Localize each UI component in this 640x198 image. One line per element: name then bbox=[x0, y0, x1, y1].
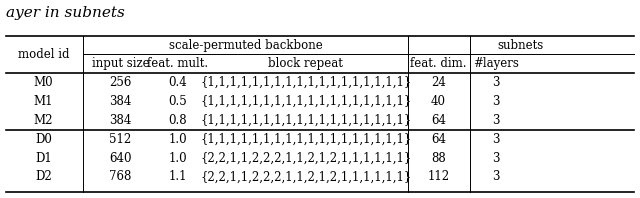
Text: 24: 24 bbox=[431, 76, 446, 89]
Text: 384: 384 bbox=[109, 95, 131, 108]
Text: {1,1,1,1,1,1,1,1,1,1,1,1,1,1,1,1,1,1}: {1,1,1,1,1,1,1,1,1,1,1,1,1,1,1,1,1,1} bbox=[200, 95, 412, 108]
Text: 3: 3 bbox=[492, 76, 500, 89]
Text: {2,2,1,1,2,2,2,1,1,2,1,2,1,1,1,1,1,1}: {2,2,1,1,2,2,2,1,1,2,1,2,1,1,1,1,1,1} bbox=[200, 170, 412, 184]
Text: 3: 3 bbox=[492, 170, 500, 184]
Text: ayer in subnets: ayer in subnets bbox=[6, 6, 125, 20]
Text: D1: D1 bbox=[35, 152, 52, 165]
Text: feat. dim.: feat. dim. bbox=[410, 57, 467, 70]
Text: D0: D0 bbox=[35, 133, 52, 146]
Text: M2: M2 bbox=[34, 114, 53, 127]
Text: 384: 384 bbox=[109, 114, 131, 127]
Text: 64: 64 bbox=[431, 114, 446, 127]
Text: 1.0: 1.0 bbox=[168, 133, 188, 146]
Text: 3: 3 bbox=[492, 152, 500, 165]
Text: 112: 112 bbox=[428, 170, 449, 184]
Text: 64: 64 bbox=[431, 133, 446, 146]
Text: M0: M0 bbox=[34, 76, 53, 89]
Text: {1,1,1,1,1,1,1,1,1,1,1,1,1,1,1,1,1,1}: {1,1,1,1,1,1,1,1,1,1,1,1,1,1,1,1,1,1} bbox=[200, 133, 412, 146]
Text: 3: 3 bbox=[492, 114, 500, 127]
Text: 1.0: 1.0 bbox=[168, 152, 188, 165]
Text: input size: input size bbox=[92, 57, 149, 70]
Text: {1,1,1,1,1,1,1,1,1,1,1,1,1,1,1,1,1,1}: {1,1,1,1,1,1,1,1,1,1,1,1,1,1,1,1,1,1} bbox=[200, 114, 412, 127]
Text: 3: 3 bbox=[492, 133, 500, 146]
Text: 768: 768 bbox=[109, 170, 131, 184]
Text: 1.1: 1.1 bbox=[169, 170, 187, 184]
Text: 640: 640 bbox=[109, 152, 132, 165]
Text: 40: 40 bbox=[431, 95, 446, 108]
Text: 0.4: 0.4 bbox=[168, 76, 188, 89]
Text: 256: 256 bbox=[109, 76, 131, 89]
Text: 3: 3 bbox=[492, 95, 500, 108]
Text: #layers: #layers bbox=[473, 57, 519, 70]
Text: feat. mult.: feat. mult. bbox=[147, 57, 209, 70]
Text: scale-permuted backbone: scale-permuted backbone bbox=[169, 39, 323, 51]
Text: subnets: subnets bbox=[498, 39, 544, 51]
Text: block repeat: block repeat bbox=[269, 57, 343, 70]
Text: {2,2,1,1,2,2,2,1,1,2,1,2,1,1,1,1,1,1}: {2,2,1,1,2,2,2,1,1,2,1,2,1,1,1,1,1,1} bbox=[200, 152, 412, 165]
Text: 0.8: 0.8 bbox=[168, 114, 188, 127]
Text: D2: D2 bbox=[35, 170, 52, 184]
Text: {1,1,1,1,1,1,1,1,1,1,1,1,1,1,1,1,1,1}: {1,1,1,1,1,1,1,1,1,1,1,1,1,1,1,1,1,1} bbox=[200, 76, 412, 89]
Text: M1: M1 bbox=[34, 95, 53, 108]
Text: model id: model id bbox=[18, 48, 69, 61]
Text: 512: 512 bbox=[109, 133, 131, 146]
Text: 88: 88 bbox=[431, 152, 446, 165]
Text: 0.5: 0.5 bbox=[168, 95, 188, 108]
